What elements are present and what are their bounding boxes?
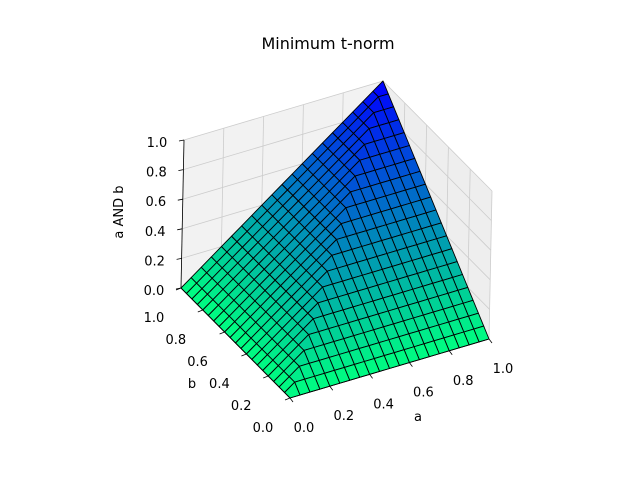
z-tick-mark bbox=[177, 228, 183, 231]
gridline-z-right bbox=[382, 80, 493, 192]
z-axis-line bbox=[180, 139, 185, 289]
y-tick-label: 0.0 bbox=[253, 421, 274, 436]
z-tick-label: 1.0 bbox=[147, 136, 168, 151]
y-tick-label: 0.6 bbox=[187, 355, 208, 370]
x-tick-mark bbox=[409, 362, 413, 367]
z-tick-label: 0.8 bbox=[146, 166, 167, 181]
y-axis-line bbox=[180, 287, 291, 399]
z-tick-mark bbox=[177, 198, 183, 201]
z-tick-label: 0.0 bbox=[144, 284, 165, 299]
y-tick-label: 1.0 bbox=[144, 311, 165, 326]
gridline-z-back bbox=[183, 80, 384, 141]
x-tick-mark bbox=[488, 338, 493, 344]
x-tick-mark bbox=[369, 374, 373, 379]
x-tick-label: 1.0 bbox=[493, 362, 514, 377]
x-tick-label: 0.8 bbox=[453, 374, 474, 389]
x-axis-line bbox=[289, 338, 490, 399]
tick-labels: 0.00.20.40.60.81.00.00.20.40.60.81.00.00… bbox=[144, 136, 514, 436]
x-tick-label: 0.6 bbox=[413, 386, 434, 401]
y-tick-mark bbox=[197, 309, 203, 313]
x-axis-label: a bbox=[414, 410, 422, 425]
axis-lines bbox=[180, 139, 490, 399]
x-tick-mark bbox=[289, 397, 294, 403]
y-tick-mark bbox=[219, 331, 225, 335]
x-tick-mark bbox=[329, 385, 334, 391]
x-tick-label: 0.2 bbox=[333, 409, 354, 424]
x-tick-mark bbox=[448, 350, 453, 356]
z-tick-mark bbox=[178, 169, 184, 171]
y-tick-mark bbox=[263, 375, 269, 379]
z-tick-label: 0.4 bbox=[145, 225, 166, 240]
z-tick-label: 0.6 bbox=[145, 195, 166, 210]
z-tick-mark bbox=[175, 287, 182, 290]
x-tick-label: 0.4 bbox=[373, 397, 394, 412]
z-tick-label: 0.2 bbox=[144, 254, 165, 269]
surface-plot bbox=[180, 80, 490, 399]
y-axis-label: b bbox=[188, 377, 196, 392]
z-tick-mark bbox=[176, 258, 182, 260]
z-tick-mark bbox=[178, 139, 185, 142]
chart-title: Minimum t-norm bbox=[261, 34, 394, 53]
y-tick-label: 0.4 bbox=[209, 377, 230, 392]
gridline-b-right bbox=[488, 190, 493, 340]
z-axis-label: a AND b bbox=[112, 185, 127, 238]
y-tick-label: 0.8 bbox=[165, 333, 186, 348]
y-tick-mark bbox=[284, 397, 291, 401]
y-tick-label: 0.2 bbox=[231, 399, 252, 414]
x-tick-label: 0.0 bbox=[294, 421, 315, 436]
y-tick-mark bbox=[241, 353, 247, 357]
